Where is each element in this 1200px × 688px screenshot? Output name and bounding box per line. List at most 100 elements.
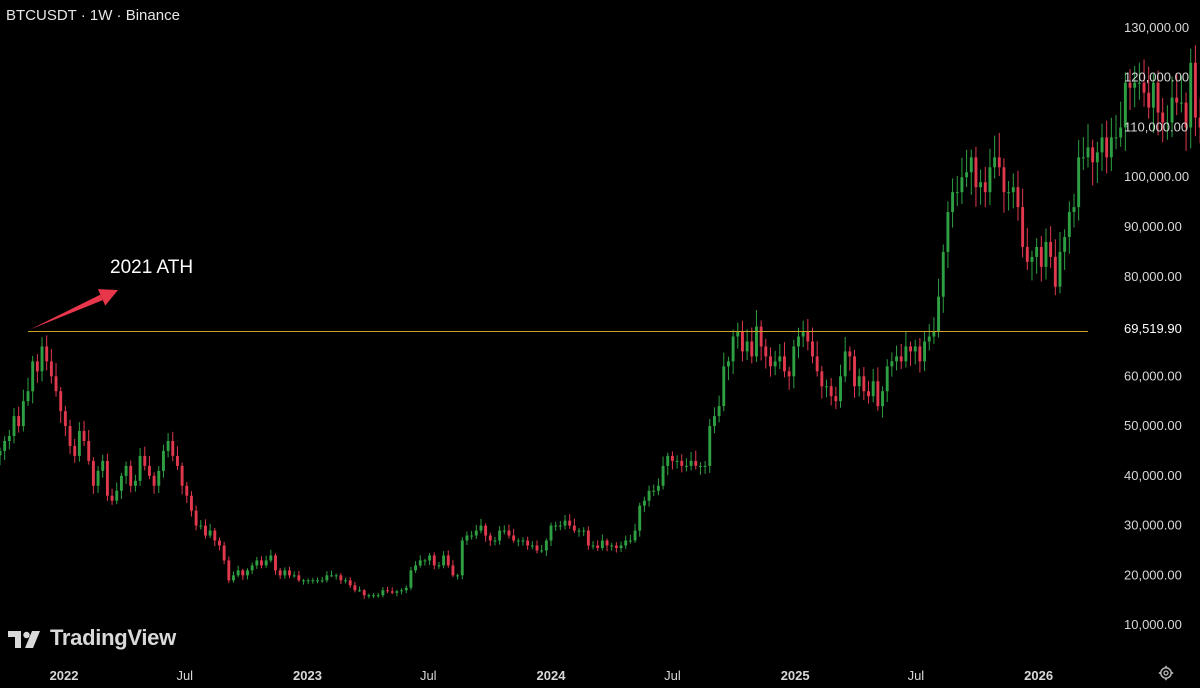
candle-body	[479, 525, 483, 531]
candle-body	[787, 371, 791, 377]
candle-body	[544, 540, 548, 551]
candle-body	[31, 361, 35, 392]
candle-body	[1179, 102, 1183, 104]
candle-body	[927, 336, 931, 342]
candle-body	[40, 346, 44, 372]
candle-body	[820, 371, 824, 387]
candle-body	[577, 530, 581, 532]
candle-body	[0, 450, 2, 456]
candle-body	[628, 540, 632, 542]
candle-body	[988, 167, 992, 193]
price-tick-label: 90,000.00	[1124, 219, 1182, 234]
candle-body	[138, 455, 142, 481]
candle-body	[1053, 256, 1057, 287]
price-tick-label: 130,000.00	[1124, 20, 1189, 35]
candle-body	[909, 346, 913, 352]
candle-body	[1119, 127, 1123, 138]
time-tick-label: 2024	[537, 668, 567, 683]
candle-body	[1100, 137, 1104, 153]
candle-body	[376, 595, 380, 597]
candle-body	[965, 172, 969, 178]
candle-body	[712, 416, 716, 427]
candle-body	[857, 376, 861, 387]
candle-body	[1058, 251, 1062, 287]
candle-body	[3, 440, 7, 451]
candle-body	[484, 525, 488, 536]
candle-body	[722, 366, 726, 407]
candle-body	[708, 426, 712, 466]
candle-body	[843, 351, 847, 377]
candle-body	[656, 485, 660, 491]
candle-body	[54, 376, 58, 392]
candle-body	[1151, 82, 1155, 108]
candle-body	[358, 590, 362, 592]
gear-icon[interactable]	[1158, 665, 1174, 681]
candle-body	[535, 545, 539, 551]
time-tick-label: Jul	[664, 668, 681, 683]
candle-body	[694, 460, 698, 466]
candle-body	[260, 560, 263, 566]
candle-body	[269, 555, 273, 561]
candle-body	[1189, 62, 1193, 128]
candle-body	[1002, 167, 1006, 193]
price-axis[interactable]: 130,000.00 120,000.00 110,000.00 100,000.00…	[1124, 20, 1189, 632]
candle-body	[488, 535, 492, 541]
candle-body	[572, 525, 576, 531]
candle-body	[1114, 137, 1118, 139]
candle-body	[418, 560, 422, 566]
tradingview-logo[interactable]: TradingView	[8, 625, 176, 651]
candle-body	[755, 326, 758, 357]
time-axis[interactable]: 2022 Jul 2023 Jul 2024 Jul 2025 Jul 2026	[50, 668, 1054, 683]
candle-body	[792, 346, 796, 377]
candle-body	[143, 455, 147, 466]
tradingview-logo-text: TradingView	[50, 625, 176, 650]
candle-body	[867, 391, 870, 397]
candle-body	[274, 555, 277, 571]
candle-body	[1091, 147, 1095, 163]
candle-body	[334, 575, 338, 577]
candle-body	[171, 440, 175, 456]
candle-body	[21, 401, 25, 427]
candle-body	[386, 590, 390, 592]
candle-body	[876, 381, 880, 407]
candle-body	[190, 495, 193, 511]
candle-body	[152, 475, 156, 486]
candle-body	[521, 540, 525, 542]
candle-body	[698, 465, 702, 467]
candle-body	[133, 480, 137, 486]
candle-body	[624, 540, 628, 546]
candle-body	[166, 440, 170, 451]
candle-body	[913, 346, 917, 352]
symbol-title[interactable]: BTCUSDT · 1W · Binance	[6, 7, 180, 24]
candle-body	[367, 595, 371, 597]
candle-body	[731, 336, 735, 362]
candle-body	[670, 455, 674, 461]
candle-body	[1021, 207, 1025, 247]
time-tick-label: 2022	[50, 668, 79, 683]
candle-body	[1095, 152, 1099, 163]
candle-body	[1025, 246, 1029, 262]
candle-body	[736, 331, 740, 337]
candle-body	[428, 555, 432, 561]
candle-body	[129, 465, 133, 486]
candle-body	[1142, 82, 1146, 93]
candle-body	[232, 575, 235, 581]
candle-body	[773, 361, 777, 367]
candle-body	[105, 460, 109, 496]
tradingview-logo-icon	[8, 631, 40, 648]
candle-body	[1072, 207, 1076, 213]
candle-body	[586, 530, 590, 546]
candle-body	[923, 341, 927, 362]
candle-body	[1011, 187, 1015, 193]
candle-body	[638, 505, 642, 531]
candle-body	[49, 361, 53, 377]
candle-body	[213, 530, 217, 541]
candle-body	[1067, 212, 1071, 237]
candle-body	[1175, 97, 1179, 103]
candle-body	[297, 575, 301, 581]
candle-body	[446, 555, 450, 566]
candles-layer	[0, 45, 1200, 599]
candle-body	[969, 157, 973, 173]
candle-body	[960, 177, 964, 193]
